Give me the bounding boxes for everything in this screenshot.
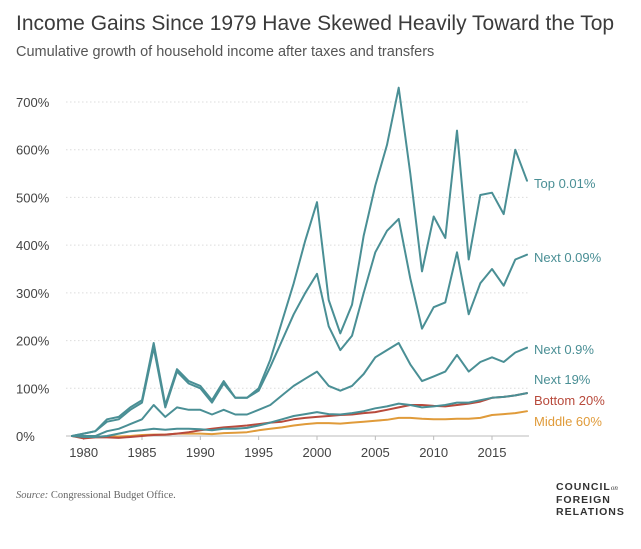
logo-small: on	[610, 484, 618, 492]
x-tick-label: 1995	[244, 445, 273, 460]
series-line-3	[71, 392, 528, 438]
x-axis-ticks: 1980 1985 1990 1995 2000 2005 2010 2015	[69, 436, 506, 460]
y-tick-label: 500%	[16, 190, 50, 205]
series-label: Next 19%	[534, 372, 591, 387]
x-tick-label: 2010	[419, 445, 448, 460]
y-tick-label: 200%	[16, 334, 50, 349]
y-tick-label: 700%	[16, 95, 50, 110]
series-labels: Top 0.01% Next 0.09% Next 0.9% Next 19% Bott…	[534, 176, 605, 429]
y-tick-label: 300%	[16, 286, 50, 301]
chart-subtitle: Cumulative growth of household income af…	[16, 44, 435, 60]
x-tick-label: 1980	[69, 445, 98, 460]
series-line-2	[71, 342, 528, 437]
series-label: Next 0.9%	[534, 342, 594, 357]
source-text: Congressional Budget Office.	[48, 490, 176, 501]
series-label: Bottom 20%	[534, 393, 605, 408]
logo-line2: FOREIGN	[556, 494, 611, 506]
x-tick-label: 1985	[128, 445, 157, 460]
x-tick-label: 2015	[478, 445, 507, 460]
x-tick-label: 1990	[186, 445, 215, 460]
y-tick-label: 0%	[16, 429, 35, 444]
series-line-4	[71, 392, 528, 440]
source-label: Source:	[16, 490, 49, 501]
y-tick-label: 400%	[16, 238, 50, 253]
series-label: Top 0.01%	[534, 176, 596, 191]
y-tick-label: 600%	[16, 143, 50, 158]
x-tick-label: 2000	[303, 445, 332, 460]
series-line-0	[71, 86, 528, 437]
y-tick-label: 100%	[16, 381, 50, 396]
series-label: Middle 60%	[534, 414, 602, 429]
logo-line1: COUNCIL	[556, 481, 611, 493]
series-lines	[71, 86, 528, 440]
chart-title: Income Gains Since 1979 Have Skewed Heav…	[16, 12, 615, 35]
series-label: Next 0.09%	[534, 250, 602, 265]
y-axis-ticks: 0% 100% 200% 300% 400% 500% 600% 700%	[16, 95, 50, 444]
x-tick-label: 2005	[361, 445, 390, 460]
logo-line3: RELATIONS	[556, 506, 625, 518]
source-note: Source: Congressional Budget Office.	[16, 490, 176, 501]
cfr-logo: COUNCILon FOREIGN RELATIONS	[556, 481, 625, 518]
